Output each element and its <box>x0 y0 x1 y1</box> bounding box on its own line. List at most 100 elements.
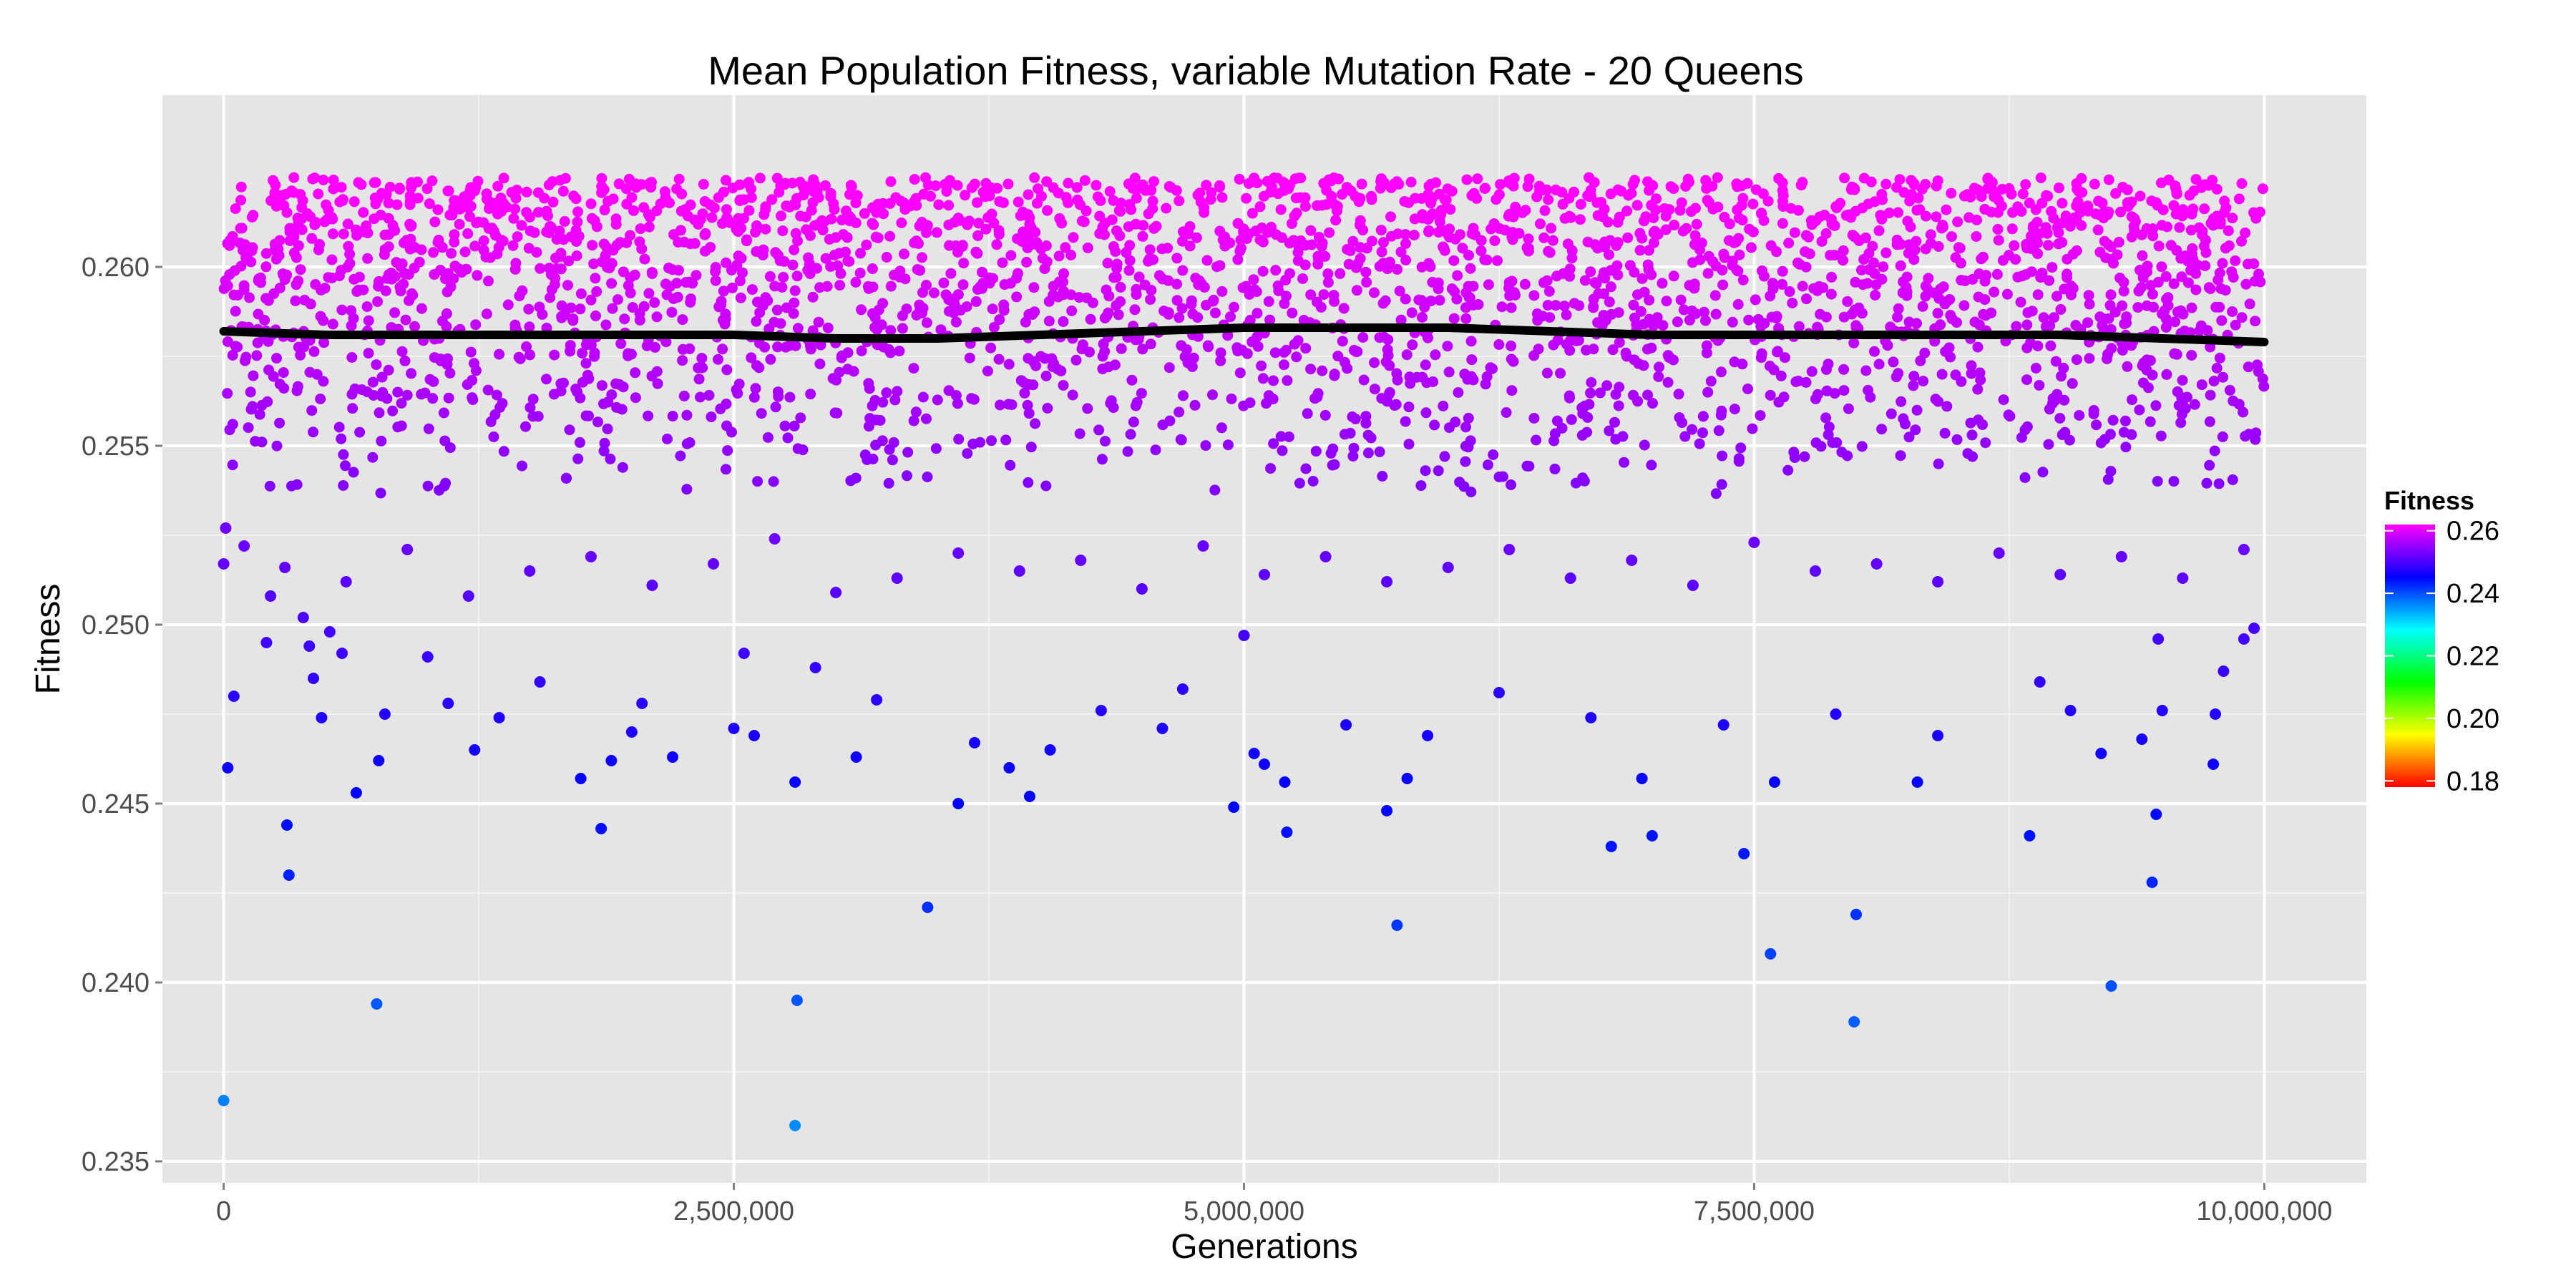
scatter-point <box>549 349 560 361</box>
scatter-point <box>771 304 783 316</box>
scatter-point <box>1673 389 1684 400</box>
scatter-point <box>568 190 580 202</box>
scatter-point <box>344 258 356 269</box>
scatter-point <box>1634 228 1646 239</box>
scatter-point <box>288 172 300 183</box>
scatter-point <box>1381 805 1393 816</box>
scatter-point <box>1619 457 1630 468</box>
scatter-point <box>1129 172 1141 184</box>
scatter-point <box>2021 374 2032 386</box>
scatter-point <box>1875 210 1886 221</box>
scatter-point <box>1870 279 1882 291</box>
scatter-point <box>1712 201 1724 213</box>
scatter-point <box>2223 225 2234 236</box>
scatter-point <box>1972 384 1984 395</box>
scatter-point <box>406 177 417 188</box>
scatter-point <box>555 386 567 396</box>
scatter-point <box>1433 188 1445 200</box>
scatter-point <box>985 342 997 353</box>
scatter-point <box>1044 744 1056 756</box>
scatter-point <box>1893 368 1904 379</box>
scatter-point <box>859 208 870 219</box>
scatter-point <box>424 198 435 210</box>
scatter-point <box>605 453 616 464</box>
scatter-point <box>1433 465 1444 477</box>
scatter-point <box>1462 374 1473 385</box>
scatter-point <box>1850 320 1862 331</box>
scatter-point <box>551 234 562 245</box>
scatter-point <box>606 278 618 289</box>
scatter-point <box>2119 415 2131 426</box>
scatter-point <box>1662 376 1674 388</box>
scatter-point <box>391 199 403 210</box>
scatter-point <box>1481 371 1493 382</box>
scatter-point <box>838 229 849 240</box>
scatter-point <box>459 246 471 258</box>
scatter-point <box>1251 286 1262 298</box>
scatter-point <box>1905 221 1916 233</box>
scatter-point <box>2142 382 2154 394</box>
scatter-point <box>2209 445 2220 457</box>
scatter-point <box>693 374 705 385</box>
scatter-point <box>2126 429 2137 440</box>
scatter-point <box>2071 354 2082 366</box>
scatter-point <box>1856 264 1867 275</box>
scatter-point <box>1264 314 1276 326</box>
scatter-point <box>1956 376 1967 387</box>
scatter-point <box>1137 179 1148 190</box>
scatter-point <box>1005 250 1017 261</box>
scatter-point <box>349 383 361 394</box>
scatter-point <box>2240 227 2251 238</box>
scatter-point <box>792 323 804 334</box>
scatter-point <box>850 472 862 484</box>
scatter-point <box>1642 176 1654 187</box>
scatter-point <box>1765 948 1777 960</box>
scatter-point <box>1300 463 1312 474</box>
scatter-point <box>1571 477 1581 489</box>
scatter-point <box>2100 206 2112 218</box>
scatter-point <box>446 248 457 259</box>
scatter-point <box>396 346 408 357</box>
scatter-point <box>625 272 636 283</box>
scatter-point <box>1136 583 1148 595</box>
scatter-point <box>1642 259 1654 270</box>
scatter-point <box>521 186 532 197</box>
scatter-point <box>2105 289 2117 301</box>
scatter-point <box>523 243 535 254</box>
x-tick-label: 7,500,000 <box>1694 1196 1815 1226</box>
scatter-point <box>758 244 769 255</box>
scatter-point <box>1400 229 1411 240</box>
scatter-point <box>899 248 909 260</box>
scatter-point <box>611 401 623 413</box>
scatter-point <box>1394 286 1405 297</box>
scatter-point <box>363 348 374 359</box>
scatter-point <box>1095 705 1107 716</box>
scatter-point <box>1848 337 1860 348</box>
scatter-point <box>2095 437 2107 449</box>
scatter-point <box>943 200 955 211</box>
scatter-point <box>2118 286 2129 297</box>
scatter-point <box>2110 188 2122 199</box>
scatter-point <box>2186 350 2197 361</box>
scatter-point <box>429 216 441 228</box>
scatter-point <box>1989 286 2000 298</box>
scatter-point <box>909 174 920 185</box>
scatter-point <box>1506 479 1516 490</box>
scatter-point <box>2057 218 2068 229</box>
scatter-point <box>350 787 362 799</box>
scatter-point <box>1589 177 1600 188</box>
scatter-point <box>419 387 431 399</box>
scatter-point <box>1644 245 1654 256</box>
scatter-point <box>1091 180 1102 191</box>
scatter-point <box>580 339 592 351</box>
scatter-point <box>2170 316 2180 328</box>
scatter-point <box>1908 380 1919 391</box>
scatter-point <box>1775 370 1787 381</box>
scatter-point <box>1210 307 1221 318</box>
scatter-point <box>1400 255 1412 265</box>
scatter-point <box>485 416 497 427</box>
scatter-point <box>435 265 447 275</box>
scatter-point <box>1122 446 1133 457</box>
scatter-point <box>2058 362 2069 374</box>
scatter-point <box>1756 348 1767 359</box>
